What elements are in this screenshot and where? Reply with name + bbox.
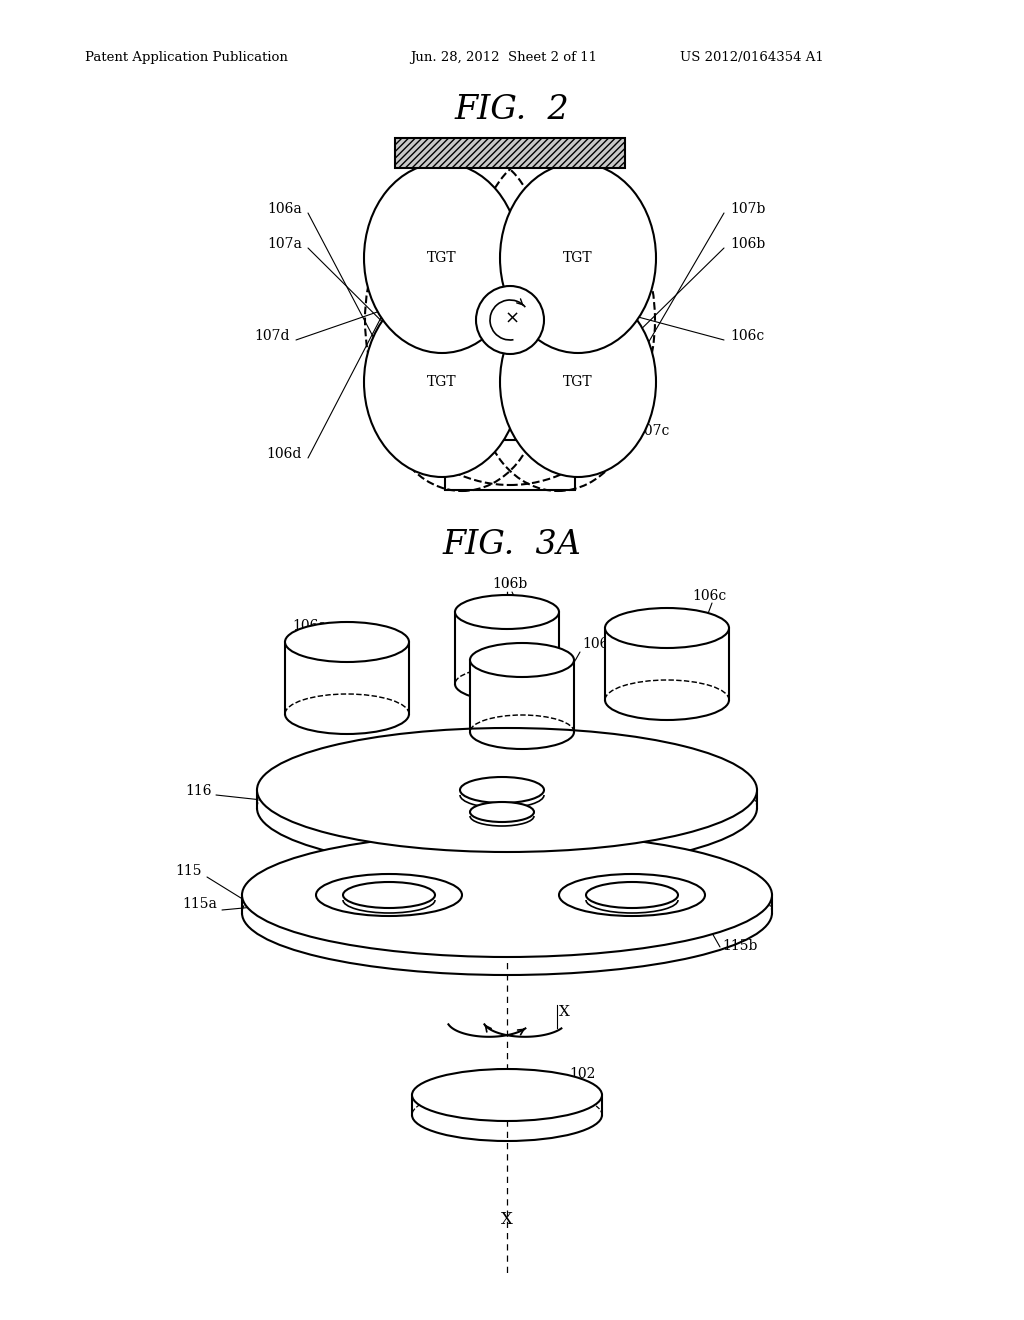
Ellipse shape: [470, 803, 534, 822]
Text: X: X: [559, 1005, 570, 1019]
Ellipse shape: [500, 162, 656, 352]
Ellipse shape: [500, 286, 656, 477]
Text: TGT: TGT: [427, 375, 457, 389]
Text: 115a: 115a: [182, 898, 217, 911]
Polygon shape: [455, 612, 559, 684]
Ellipse shape: [470, 643, 574, 677]
Ellipse shape: [455, 595, 559, 630]
Text: 106b: 106b: [730, 238, 765, 251]
Ellipse shape: [605, 609, 729, 648]
Ellipse shape: [586, 882, 678, 908]
Ellipse shape: [364, 162, 520, 352]
Polygon shape: [257, 789, 757, 808]
Text: Patent Application Publication: Patent Application Publication: [85, 51, 288, 65]
Ellipse shape: [559, 874, 705, 916]
Text: 107b: 107b: [730, 202, 765, 216]
Text: Jun. 28, 2012  Sheet 2 of 11: Jun. 28, 2012 Sheet 2 of 11: [410, 51, 597, 65]
Text: ×: ×: [505, 310, 519, 327]
FancyBboxPatch shape: [395, 139, 625, 168]
Text: US 2012/0164354 A1: US 2012/0164354 A1: [680, 51, 823, 65]
Text: 107d: 107d: [255, 329, 290, 343]
Ellipse shape: [285, 622, 409, 663]
Polygon shape: [242, 895, 772, 913]
FancyBboxPatch shape: [445, 440, 575, 490]
Text: TGT: TGT: [563, 375, 593, 389]
Text: 102: 102: [569, 1067, 595, 1081]
Text: 116: 116: [185, 784, 212, 799]
Text: TGT: TGT: [563, 251, 593, 265]
Ellipse shape: [343, 882, 435, 908]
Text: FIG.  2: FIG. 2: [455, 94, 569, 125]
Polygon shape: [412, 1096, 602, 1115]
Text: 115b: 115b: [722, 939, 758, 953]
Text: 106a: 106a: [292, 619, 327, 634]
Ellipse shape: [316, 874, 462, 916]
Text: 115: 115: [175, 865, 202, 878]
Text: 106c: 106c: [730, 329, 764, 343]
Text: X: X: [501, 1212, 513, 1229]
Ellipse shape: [460, 777, 544, 803]
Ellipse shape: [412, 1069, 602, 1121]
Ellipse shape: [242, 833, 772, 957]
Text: 107c: 107c: [635, 424, 670, 438]
Polygon shape: [605, 628, 729, 700]
Text: 116a: 116a: [342, 760, 377, 774]
Ellipse shape: [476, 286, 544, 354]
Text: 106d: 106d: [582, 638, 617, 651]
Text: 116b: 116b: [367, 797, 402, 810]
Ellipse shape: [364, 286, 520, 477]
Text: 106c: 106c: [692, 589, 726, 603]
Text: 106a: 106a: [267, 202, 302, 216]
Text: 107a: 107a: [267, 238, 302, 251]
Ellipse shape: [257, 729, 757, 851]
Text: FIG.  3A: FIG. 3A: [442, 529, 582, 561]
Text: TGT: TGT: [427, 251, 457, 265]
Text: 106d: 106d: [266, 447, 302, 461]
Polygon shape: [470, 660, 574, 733]
Polygon shape: [285, 642, 409, 714]
Text: 106b: 106b: [492, 577, 527, 591]
